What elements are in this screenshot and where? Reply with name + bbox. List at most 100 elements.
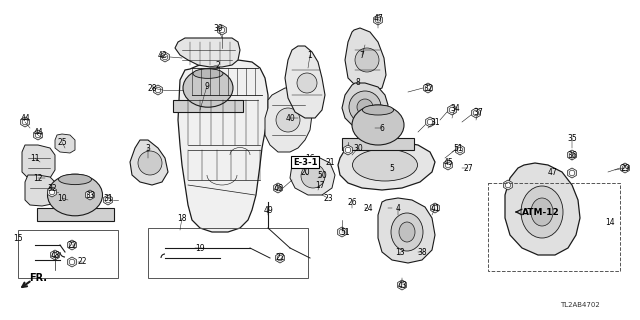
Polygon shape [444,160,452,170]
Text: 31: 31 [103,194,113,203]
Text: 42: 42 [157,51,167,60]
Polygon shape [456,145,465,155]
Ellipse shape [353,149,417,181]
Text: ATM-12: ATM-12 [522,207,560,217]
Ellipse shape [193,69,223,78]
Polygon shape [104,195,113,205]
Text: 51: 51 [453,143,463,153]
Polygon shape [265,88,312,152]
Ellipse shape [183,69,233,107]
Circle shape [345,147,351,153]
Bar [488,183,620,271]
Polygon shape [68,240,76,250]
Circle shape [473,110,479,116]
Text: 47: 47 [373,13,383,22]
Ellipse shape [521,186,563,238]
Text: 39: 39 [213,23,223,33]
Bar [36,208,113,221]
Polygon shape [285,46,325,118]
Text: FR.: FR. [29,273,47,283]
Polygon shape [424,83,433,93]
Polygon shape [378,198,435,263]
Text: 24: 24 [363,204,373,212]
Text: 6: 6 [380,124,385,132]
Ellipse shape [58,174,92,185]
Polygon shape [621,163,629,173]
Circle shape [275,185,281,191]
Circle shape [35,132,41,138]
Text: 15: 15 [13,234,23,243]
Text: 14: 14 [605,218,615,227]
Bar [148,228,308,278]
Polygon shape [276,253,284,263]
Circle shape [277,255,283,261]
Text: 34: 34 [450,103,460,113]
Text: 4: 4 [396,204,401,212]
Polygon shape [154,85,163,95]
Polygon shape [426,117,435,127]
Ellipse shape [47,174,102,216]
Text: 18: 18 [177,213,187,222]
Text: 28: 28 [147,84,157,92]
Text: 26: 26 [347,197,357,206]
Polygon shape [374,15,382,25]
Polygon shape [25,175,56,206]
Polygon shape [345,28,386,92]
Bar [342,138,415,150]
Text: 44: 44 [33,127,43,137]
Text: 12: 12 [33,173,43,182]
Circle shape [69,242,75,248]
Circle shape [301,164,325,188]
Text: 16: 16 [305,154,315,163]
Circle shape [355,48,379,72]
Polygon shape [274,183,282,193]
Polygon shape [20,117,29,127]
Polygon shape [472,108,481,118]
Circle shape [622,165,628,171]
Text: 2: 2 [216,60,220,69]
Circle shape [163,54,168,60]
Text: 9: 9 [205,82,209,91]
Polygon shape [431,203,439,213]
Circle shape [297,73,317,93]
Circle shape [138,151,162,175]
Text: 27: 27 [463,164,473,172]
Polygon shape [504,180,513,190]
Text: 38: 38 [417,247,427,257]
Circle shape [375,17,381,23]
Text: 22: 22 [67,241,77,250]
Circle shape [428,119,433,125]
Text: 30: 30 [353,143,363,153]
Polygon shape [86,190,94,200]
Polygon shape [447,105,456,115]
Circle shape [457,147,463,153]
Ellipse shape [531,198,553,226]
Ellipse shape [391,213,423,251]
Polygon shape [22,145,55,180]
Text: 50: 50 [317,171,327,180]
Polygon shape [397,280,406,290]
Polygon shape [568,150,577,160]
Ellipse shape [352,105,404,145]
Ellipse shape [362,105,394,115]
Text: 36: 36 [567,150,577,159]
Polygon shape [505,163,580,255]
Circle shape [505,182,511,188]
Polygon shape [51,250,60,260]
Polygon shape [218,25,227,35]
Ellipse shape [399,222,415,242]
Polygon shape [161,52,170,62]
Circle shape [69,259,75,265]
Text: 47: 47 [547,167,557,177]
Text: 8: 8 [356,77,360,86]
Polygon shape [34,130,42,140]
Circle shape [22,119,28,125]
Text: 25: 25 [57,138,67,147]
Polygon shape [130,140,168,185]
Text: 13: 13 [395,247,405,257]
Circle shape [156,87,161,93]
Text: 46: 46 [273,183,283,193]
Circle shape [220,27,225,33]
Circle shape [87,192,93,198]
Text: 40: 40 [285,114,295,123]
